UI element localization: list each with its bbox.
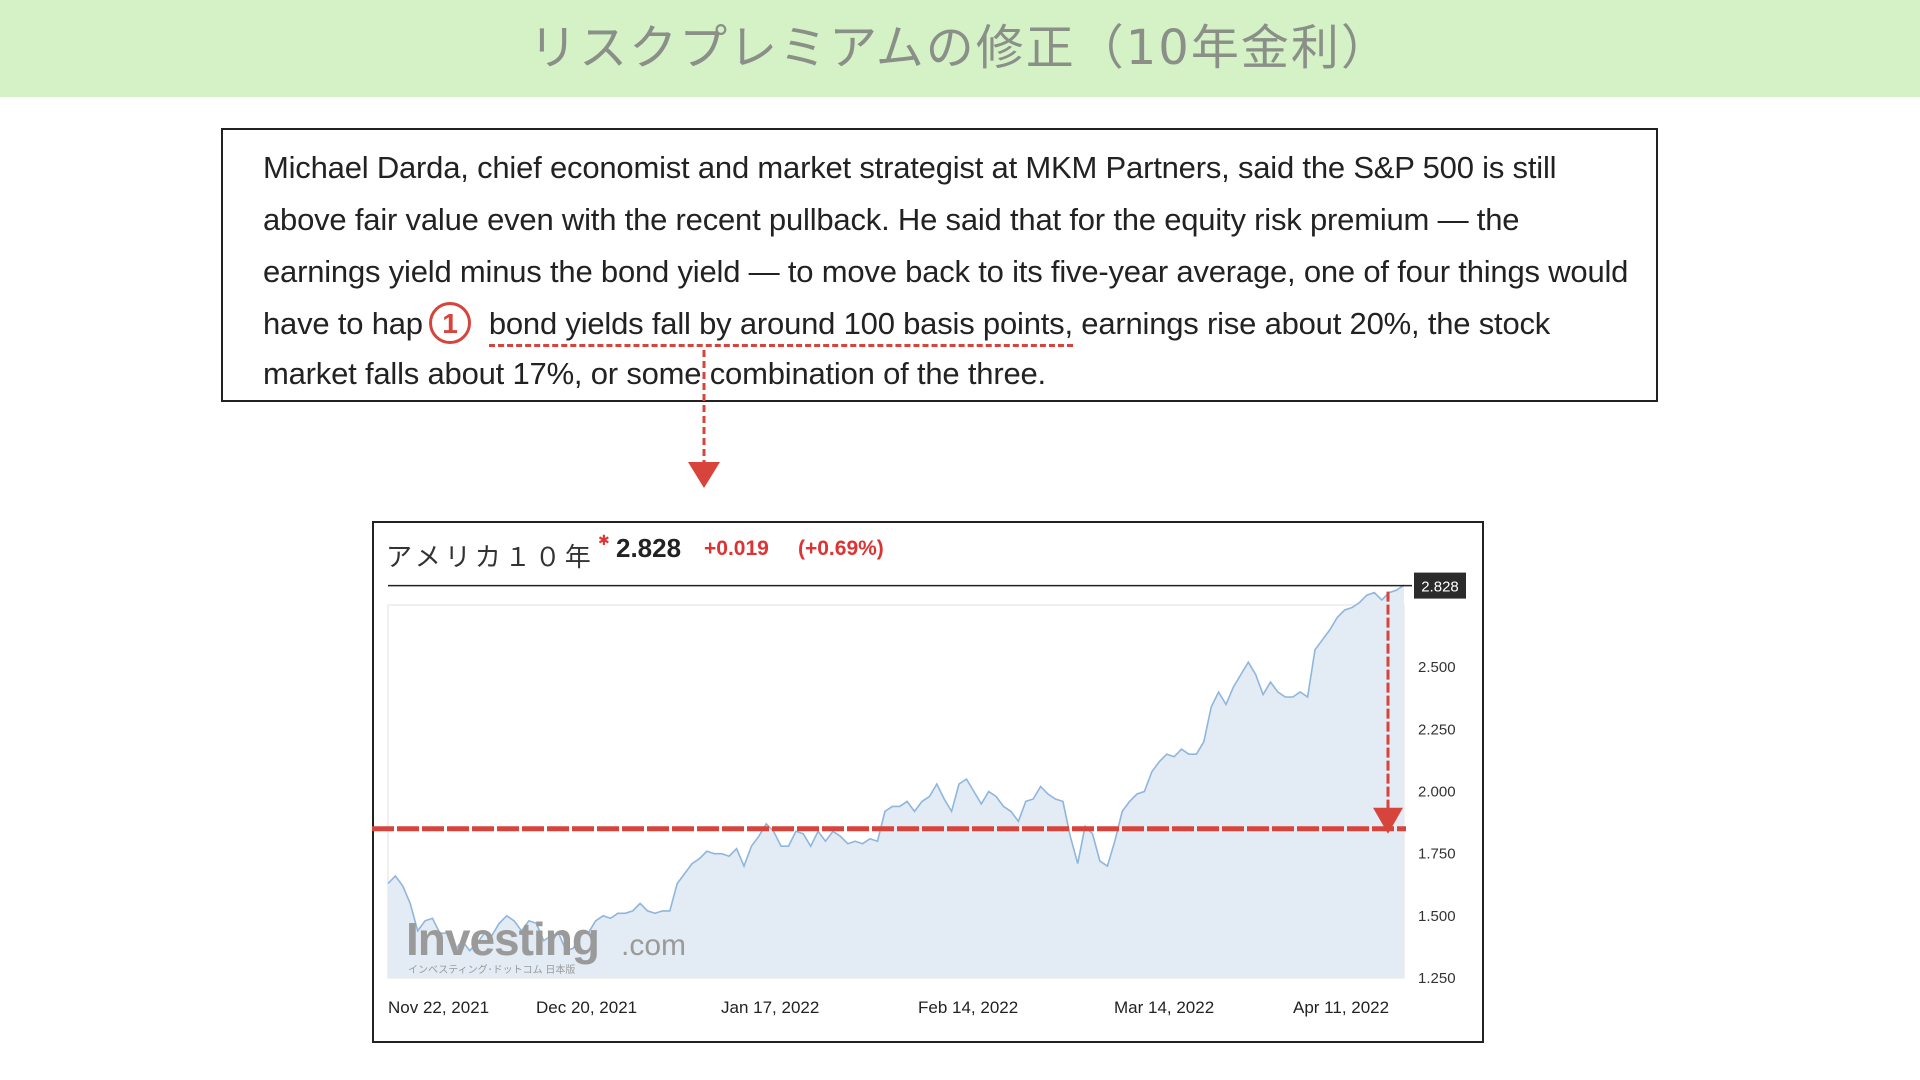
- quote-line-5: market falls about 17%, or some combinat…: [263, 356, 1046, 391]
- star-icon: ✱: [598, 533, 610, 549]
- x-tick-label: Jan 17, 2022: [721, 998, 819, 1017]
- x-tick-label: Feb 14, 2022: [918, 998, 1018, 1017]
- quote-line-4-end: earnings rise about 20%, the stock: [1072, 306, 1551, 341]
- quote-line-2: above fair value even with the recent pu…: [263, 202, 1520, 237]
- price-change: +0.019: [704, 537, 769, 560]
- connector-arrowhead: [688, 462, 720, 488]
- watermark-domain: .com: [621, 929, 686, 962]
- highlighted-phrase: bond yields fall by around 100 basis poi…: [488, 306, 1073, 341]
- header-band: [0, 0, 1920, 97]
- series-area: [388, 585, 1404, 978]
- chart-panel: アメリカ１０年 ✱ 2.828 +0.019 (+0.69%) 2.828 1.2…: [372, 521, 1484, 1043]
- marker-circle: 1: [429, 302, 471, 344]
- x-tick-label: Apr 11, 2022: [1293, 998, 1389, 1017]
- quote-box: Michael Darda, chief economist and marke…: [221, 128, 1658, 402]
- current-price: 2.828: [616, 533, 682, 563]
- y-tick-label: 1.750: [1418, 846, 1456, 863]
- connector-arrow: [688, 350, 720, 488]
- quote-line-1: Michael Darda, chief economist and marke…: [263, 150, 1557, 185]
- y-tick-label: 1.250: [1418, 970, 1456, 987]
- quote-line-3: earnings yield minus the bond yield — to…: [263, 254, 1629, 289]
- x-tick-label: Mar 14, 2022: [1114, 998, 1214, 1017]
- x-tick-label: Dec 20, 2021: [536, 998, 637, 1017]
- y-tick-label: 2.250: [1418, 721, 1456, 738]
- x-tick-label: Nov 22, 2021: [388, 998, 489, 1017]
- series-line: [387, 584, 1405, 953]
- y-tick-label: 2.000: [1418, 784, 1456, 801]
- drop-arrowhead: [1373, 807, 1403, 834]
- y-tick-label: 1.500: [1418, 908, 1456, 925]
- current-value-label: 2.828: [1421, 579, 1459, 596]
- current-value-badge: [1414, 572, 1466, 599]
- instrument-name: アメリカ１０年: [386, 543, 595, 573]
- quote-line-4-start: have to hap: [263, 306, 423, 341]
- page-title: リスクプレミアムの修正（10年金利）: [529, 20, 1391, 76]
- price-change-percent: (+0.69%): [798, 537, 884, 560]
- quote-line-4: have to hap bond yields fall by around 10…: [263, 306, 1550, 342]
- chart: 2.828 1.250 1.500 1.750 2.000 2.250 2.500 Nov 2…: [372, 572, 1466, 1017]
- y-tick-label: 2.500: [1418, 659, 1456, 676]
- watermark-subtitle: インベスティング･ドットコム 日本版: [408, 963, 575, 976]
- watermark: Investing: [406, 913, 599, 965]
